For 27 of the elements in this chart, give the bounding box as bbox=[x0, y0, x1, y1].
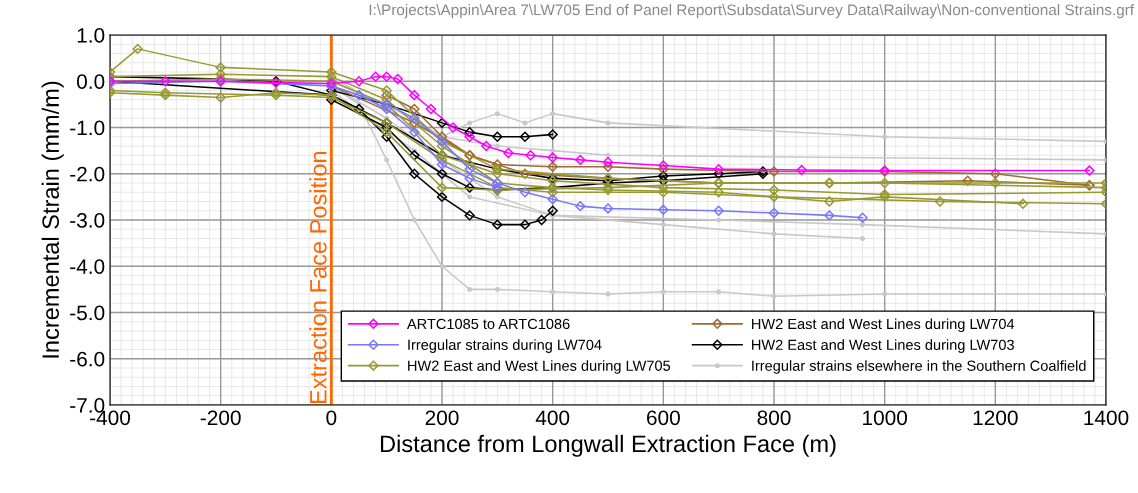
y-tick-label: 1.0 bbox=[77, 28, 105, 43]
legend-label: Irregular strains during LW704 bbox=[408, 339, 602, 353]
y-tick-label: -6.0 bbox=[70, 351, 105, 367]
y-tick-label: -5.0 bbox=[70, 305, 105, 321]
legend-label: HW2 East and West Lines during LW704 bbox=[752, 318, 1015, 332]
legend-label: HW2 East and West Lines during LW705 bbox=[408, 360, 671, 374]
legend-label: HW2 East and West Lines during LW703 bbox=[752, 339, 1014, 353]
y-tick-label: -3.0 bbox=[70, 213, 105, 228]
y-tick-label: -4.0 bbox=[70, 259, 105, 274]
y-tick-label: 0.0 bbox=[76, 74, 105, 89]
x-tick-label: 600 bbox=[647, 410, 680, 426]
legend-label: ARTC1085 to ARTC1086 bbox=[406, 318, 570, 330]
legend-label: Irregular strains elsewhere in the Southern Coalfield bbox=[752, 360, 1086, 374]
x-tick-label: 1400 bbox=[1084, 410, 1129, 426]
x-tick-label: 400 bbox=[535, 410, 570, 426]
ref-line-label: Extraction Face Position bbox=[309, 151, 327, 404]
x-tick-label: 0 bbox=[326, 410, 337, 426]
x-axis-title: Distance from Longwall Extraction Face (m) bbox=[380, 434, 836, 457]
text: I:\Projects\Appin\Area 7\LW705 End of Panel Report\Subsdata\Survey Data\Railway\Non-conventional Strains.grf bbox=[369, 4, 1135, 19]
y-tick-label: -2.0 bbox=[70, 166, 105, 182]
x-tick-label: 800 bbox=[757, 410, 791, 426]
y-axis-title: Incremental Strain (mm/m) bbox=[41, 81, 64, 358]
x-tick-label: -200 bbox=[200, 410, 241, 426]
x-tick-label: 1200 bbox=[973, 410, 1018, 426]
x-tick-label: 200 bbox=[425, 410, 459, 426]
y-tick-label: -1.0 bbox=[70, 120, 105, 136]
x-tick-label: 1000 bbox=[863, 410, 908, 426]
